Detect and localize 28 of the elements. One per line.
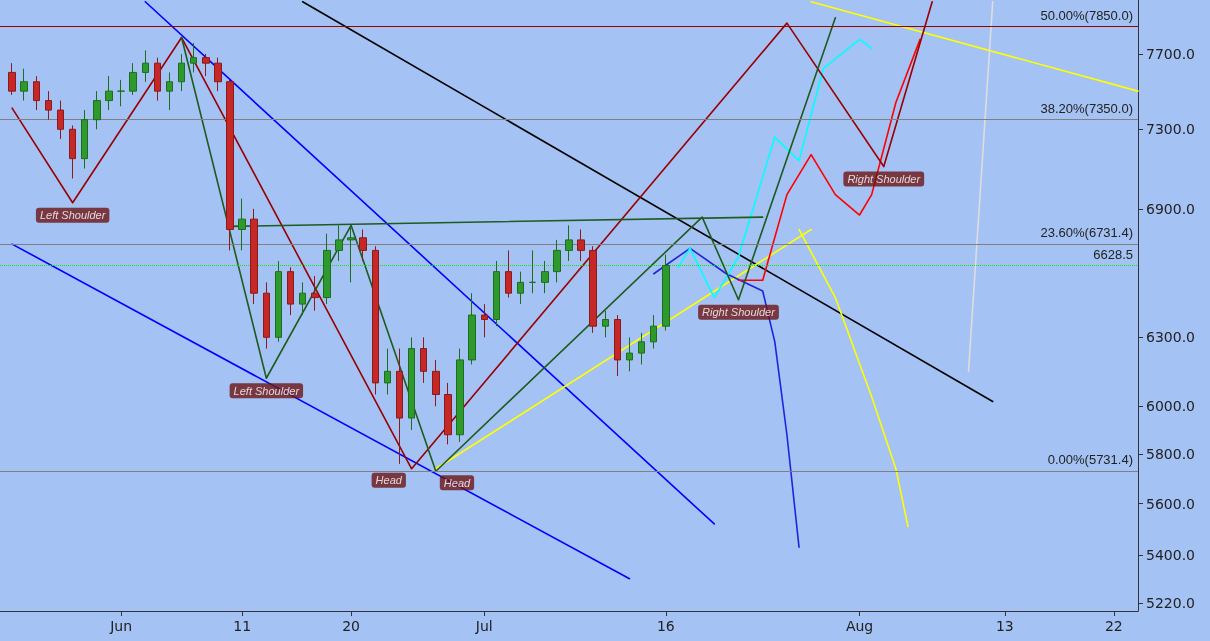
annotation: Right Shoulder xyxy=(702,306,777,319)
annotation: Right Shoulder xyxy=(847,173,922,186)
x-tick-label: Jun xyxy=(109,618,132,634)
ref-line-label: 0.00%(5731.4) xyxy=(1047,451,1133,467)
y-tick-label: 6900.0 xyxy=(1146,200,1195,217)
annotation: Left Shoulder xyxy=(39,209,107,222)
ref-line-label: 50.00%(7850.0) xyxy=(1040,7,1133,23)
y-tick-label: 7700.0 xyxy=(1146,45,1195,62)
annotation: Head xyxy=(375,474,403,487)
x-tick-label: Aug xyxy=(845,618,874,634)
x-tick-label: 13 xyxy=(995,618,1014,634)
x-tick-label: 16 xyxy=(656,618,675,634)
y-tick-label: 5800.0 xyxy=(1146,446,1195,463)
x-tick-label: 22 xyxy=(1104,618,1123,634)
y-tick-label: 5600.0 xyxy=(1146,495,1195,512)
y-tick-label: 5400.0 xyxy=(1146,546,1195,563)
ref-line-label: 23.60%(6731.4) xyxy=(1040,224,1133,240)
annotation: Head xyxy=(443,476,472,489)
annotation: Left Shoulder xyxy=(233,384,301,397)
x-tick-label: 11 xyxy=(233,618,252,634)
y-tick-label: 5220.0 xyxy=(1146,594,1195,611)
y-tick-label: 7300.0 xyxy=(1146,121,1195,138)
y-tick-label: 6300.0 xyxy=(1146,329,1195,346)
ref-line-label: 6628.5 xyxy=(1093,246,1133,262)
x-tick-label: Jul xyxy=(474,618,493,634)
ref-line-label: 38.20%(7350.0) xyxy=(1040,100,1133,116)
y-tick-label: 6000.0 xyxy=(1146,398,1195,415)
x-tick-label: 20 xyxy=(342,618,360,634)
